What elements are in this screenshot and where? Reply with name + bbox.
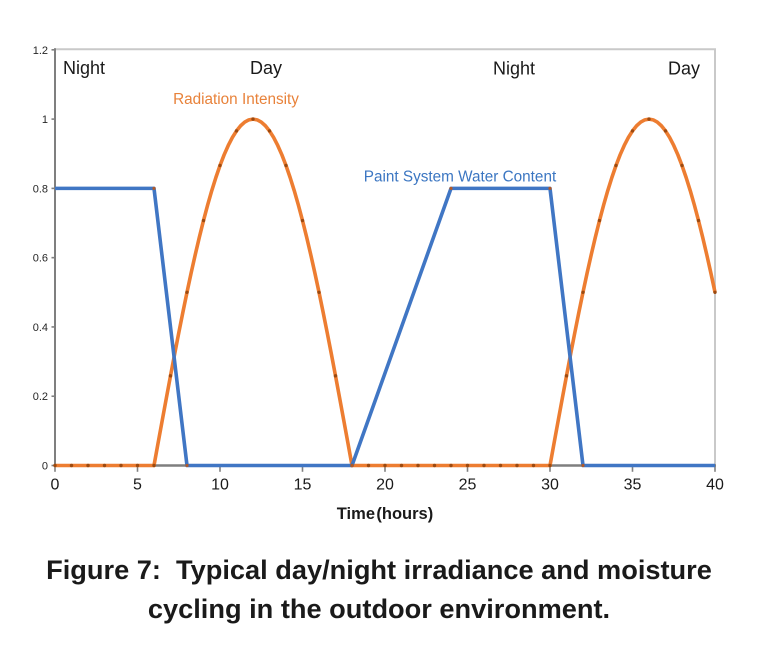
svg-text:Day: Day (250, 58, 282, 78)
svg-text:Night: Night (493, 59, 535, 79)
svg-text:0.2: 0.2 (33, 391, 48, 403)
svg-text:0: 0 (42, 461, 48, 473)
svg-text:Paint System Water Content: Paint System Water Content (364, 169, 557, 186)
svg-text:0.4: 0.4 (33, 322, 48, 334)
svg-text:1: 1 (42, 114, 48, 126)
svg-text:Time (hours): Time (hours) (337, 505, 433, 523)
svg-text:0.6: 0.6 (33, 253, 48, 265)
svg-text:0: 0 (51, 477, 60, 494)
svg-text:40: 40 (706, 477, 724, 494)
svg-text:Radiation Intensity: Radiation Intensity (173, 91, 299, 108)
svg-text:0.8: 0.8 (33, 183, 48, 195)
svg-text:25: 25 (459, 477, 477, 494)
svg-text:30: 30 (541, 477, 559, 494)
svg-text:35: 35 (624, 477, 642, 494)
svg-text:1.2: 1.2 (33, 45, 48, 57)
svg-text:20: 20 (376, 477, 394, 494)
svg-text:15: 15 (294, 477, 312, 494)
svg-text:10: 10 (211, 477, 229, 494)
svg-text:5: 5 (133, 477, 142, 494)
svg-text:Day: Day (668, 59, 700, 79)
svg-text:Night: Night (63, 58, 105, 78)
